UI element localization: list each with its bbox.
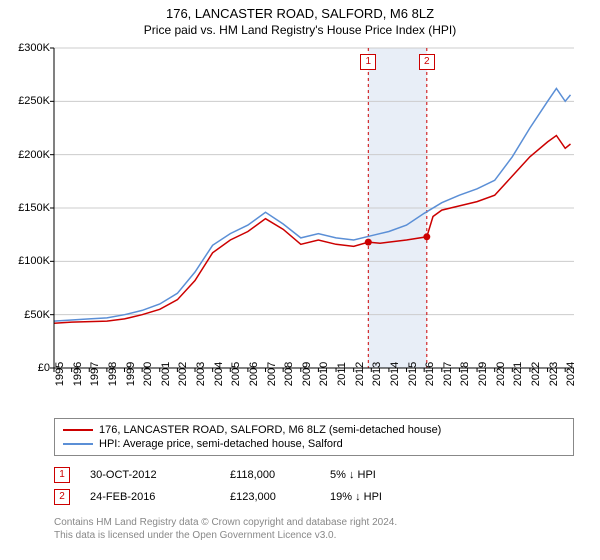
sale-marker-1: 1: [360, 54, 376, 70]
sale-marker-box: 1: [54, 467, 70, 483]
x-tick-label: 1997: [89, 362, 101, 386]
legend-label: 176, LANCASTER ROAD, SALFORD, M6 8LZ (se…: [99, 424, 441, 436]
x-tick-label: 2011: [336, 362, 348, 386]
y-tick-label: £100K: [2, 255, 50, 267]
x-tick-label: 2007: [266, 362, 278, 386]
x-tick-label: 2022: [530, 362, 542, 386]
price-chart: £0£50K£100K£150K£200K£250K£300K199519961…: [54, 48, 574, 368]
y-tick-label: £50K: [2, 309, 50, 321]
sale-date: 30-OCT-2012: [90, 469, 210, 481]
sale-marker-box: 2: [54, 489, 70, 505]
x-tick-label: 2023: [548, 362, 560, 386]
x-tick-label: 2021: [512, 362, 524, 386]
x-tick-label: 2017: [442, 362, 454, 386]
sale-marker-2: 2: [419, 54, 435, 70]
legend-label: HPI: Average price, semi-detached house,…: [99, 438, 343, 450]
sale-price: £123,000: [230, 491, 310, 503]
legend-swatch: [63, 429, 93, 431]
x-tick-label: 2020: [495, 362, 507, 386]
attribution: Contains HM Land Registry data © Crown c…: [54, 516, 574, 542]
x-tick-label: 2014: [389, 362, 401, 386]
sale-diff: 5% ↓ HPI: [330, 469, 430, 481]
sale-diff: 19% ↓ HPI: [330, 491, 430, 503]
y-tick-label: £150K: [2, 202, 50, 214]
x-tick-label: 2018: [459, 362, 471, 386]
x-tick-label: 1995: [54, 362, 66, 386]
x-tick-label: 2012: [354, 362, 366, 386]
sale-row: 1 30-OCT-2012 £118,000 5% ↓ HPI: [54, 464, 574, 486]
sale-price: £118,000: [230, 469, 310, 481]
x-tick-label: 2004: [213, 362, 225, 386]
chart-svg: [54, 48, 574, 368]
x-tick-label: 2000: [142, 362, 154, 386]
x-tick-label: 2002: [177, 362, 189, 386]
x-tick-label: 2015: [407, 362, 419, 386]
page-subtitle: Price paid vs. HM Land Registry's House …: [0, 21, 600, 41]
y-tick-label: £0: [2, 362, 50, 374]
x-tick-label: 2005: [230, 362, 242, 386]
y-tick-label: £300K: [2, 42, 50, 54]
x-tick-label: 2024: [565, 362, 577, 386]
x-tick-label: 1999: [125, 362, 137, 386]
sale-date: 24-FEB-2016: [90, 491, 210, 503]
y-tick-label: £200K: [2, 149, 50, 161]
x-tick-label: 2019: [477, 362, 489, 386]
attribution-line-2: This data is licensed under the Open Gov…: [54, 529, 574, 542]
x-tick-label: 1998: [107, 362, 119, 386]
legend-item: HPI: Average price, semi-detached house,…: [63, 437, 565, 451]
legend-and-footer: 176, LANCASTER ROAD, SALFORD, M6 8LZ (se…: [54, 418, 574, 542]
sales-table: 1 30-OCT-2012 £118,000 5% ↓ HPI 2 24-FEB-2016…: [54, 464, 574, 508]
legend-swatch: [63, 443, 93, 445]
x-tick-label: 1996: [72, 362, 84, 386]
x-tick-label: 2008: [283, 362, 295, 386]
x-tick-label: 2001: [160, 362, 172, 386]
x-tick-label: 2003: [195, 362, 207, 386]
x-tick-label: 2010: [318, 362, 330, 386]
x-tick-label: 2013: [371, 362, 383, 386]
legend-item: 176, LANCASTER ROAD, SALFORD, M6 8LZ (se…: [63, 423, 565, 437]
attribution-line-1: Contains HM Land Registry data © Crown c…: [54, 516, 574, 529]
x-tick-label: 2009: [301, 362, 313, 386]
x-tick-label: 2016: [424, 362, 436, 386]
sale-row: 2 24-FEB-2016 £123,000 19% ↓ HPI: [54, 486, 574, 508]
x-tick-label: 2006: [248, 362, 260, 386]
legend-box: 176, LANCASTER ROAD, SALFORD, M6 8LZ (se…: [54, 418, 574, 456]
page-title: 176, LANCASTER ROAD, SALFORD, M6 8LZ: [0, 0, 600, 21]
y-tick-label: £250K: [2, 95, 50, 107]
